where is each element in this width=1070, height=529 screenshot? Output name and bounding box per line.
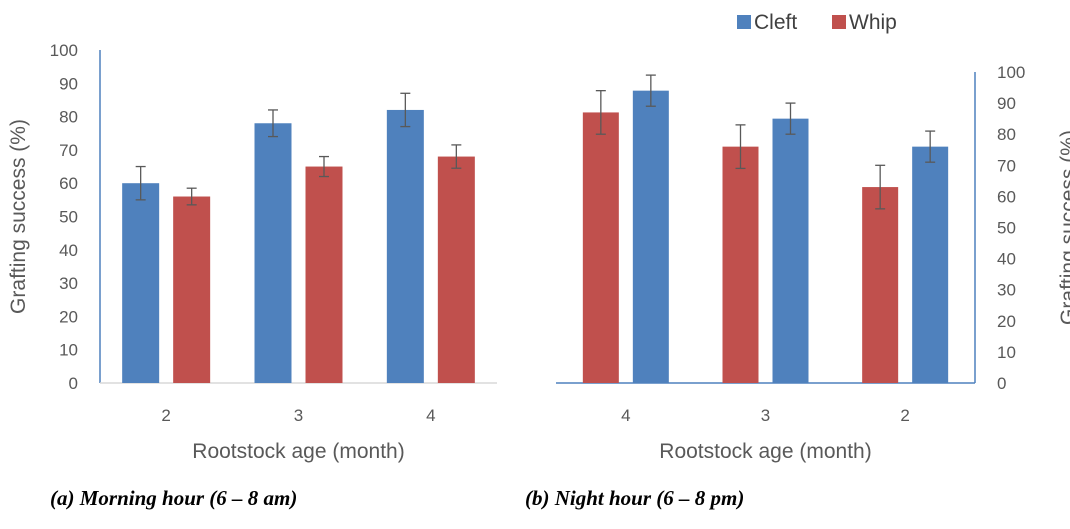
y-tick-label: 100 [997, 63, 1025, 82]
legend-swatch-whip [832, 15, 846, 29]
y-tick-label: 40 [997, 250, 1016, 269]
x-axis-title: Rootstock age (month) [659, 440, 871, 463]
bar-cleft-4 [632, 90, 669, 383]
y-tick-label: 70 [997, 156, 1016, 175]
y-tick-label: 100 [50, 41, 78, 60]
bar-whip-4 [582, 112, 619, 384]
y-tick-label: 20 [59, 307, 78, 326]
bar-whip-2 [862, 187, 899, 383]
bar-whip-4 [437, 156, 475, 383]
legend: Cleft Whip [737, 11, 897, 34]
caption-night: (b) Night hour (6 – 8 pm) [525, 486, 745, 510]
x-tick-label-3: 3 [761, 406, 770, 425]
y-tick-label: 30 [59, 274, 78, 293]
legend-label-whip: Whip [849, 11, 897, 34]
y-tick-label: 40 [59, 241, 78, 260]
bar-cleft-3 [772, 118, 809, 384]
y-tick-label: 90 [59, 74, 78, 93]
y-tick-label: 0 [997, 374, 1006, 393]
y-tick-label: 50 [997, 219, 1016, 238]
x-tick-label-4: 4 [426, 406, 435, 425]
y-tick-label: 80 [59, 108, 78, 127]
y-tick-label: 60 [59, 174, 78, 193]
chart-panel-night: 0 10 20 30 40 50 60 70 80 90 100 Grafting success (… [556, 63, 1070, 463]
bar-whip-3 [722, 146, 759, 383]
legend-label-cleft: Cleft [754, 11, 797, 34]
y-tick-label: 70 [59, 141, 78, 160]
bar-whip-2 [173, 196, 211, 383]
y-axis-title: Grafting success (%) [7, 119, 30, 314]
y-tick-label: 0 [69, 374, 78, 393]
x-axis-title: Rootstock age (month) [192, 440, 404, 463]
y-tick-label: 10 [997, 343, 1016, 362]
x-tick-label-4: 4 [621, 406, 630, 425]
chart-panel-morning: 0 10 20 30 40 50 60 70 80 90 100 Grafting success (… [7, 41, 497, 463]
y-tick-label: 90 [997, 94, 1016, 113]
y-tick-label: 50 [59, 208, 78, 227]
bar-cleft-2 [912, 146, 949, 383]
y-axis-title: Grafting success (%) [1057, 130, 1070, 325]
y-tick-label: 80 [997, 125, 1016, 144]
x-tick-label-2: 2 [161, 406, 170, 425]
legend-swatch-cleft [737, 15, 751, 29]
bar-cleft-3 [254, 123, 292, 383]
bar-cleft-4 [386, 109, 424, 383]
bar-cleft-2 [122, 183, 160, 383]
x-tick-label-3: 3 [294, 406, 303, 425]
chart-canvas: Cleft Whip 0102030405060708090100Grafting… [7, 11, 1070, 463]
y-tick-label: 20 [997, 312, 1016, 331]
caption-morning: (a) Morning hour (6 – 8 am) [50, 486, 298, 510]
y-tick-label: 30 [997, 281, 1016, 300]
y-tick-label: 60 [997, 187, 1016, 206]
bar-whip-3 [305, 166, 343, 383]
x-tick-label-2: 2 [900, 406, 909, 425]
y-tick-label: 10 [59, 341, 78, 360]
